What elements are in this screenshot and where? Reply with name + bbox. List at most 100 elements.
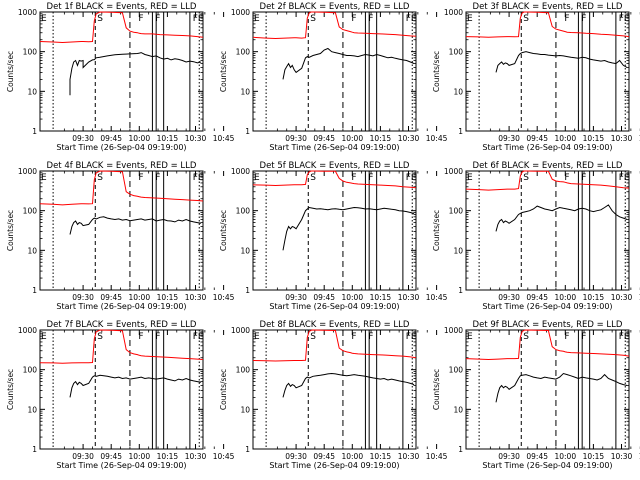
x-axis-label: Start Time (26-Sep-04 09:19:00): [56, 461, 186, 470]
event-marker-label: S: [97, 332, 103, 342]
event-marker-label: F: [581, 14, 586, 24]
chart-title: Det 8f BLACK = Events, RED = LLD: [260, 320, 410, 330]
event-marker-label: E: [467, 173, 473, 183]
event-marker-label: E: [41, 332, 47, 342]
x-tick-label: 10:00: [128, 134, 150, 143]
x-tick-label: 09:45: [526, 134, 548, 143]
y-tick-label: 1000: [231, 167, 250, 176]
y-axis-label: Counts/sec: [219, 369, 228, 410]
y-tick-label: 100: [236, 48, 251, 57]
events-series-line: [495, 372, 628, 403]
y-tick-label: 1000: [18, 326, 37, 335]
event-marker-label: F: [581, 332, 586, 342]
x-tick-label: 10:15: [370, 134, 392, 143]
event-marker-label: F: [351, 14, 356, 24]
lld-series-line: [465, 11, 630, 38]
events-series-line: [282, 206, 415, 251]
event-marker-label: E: [254, 173, 260, 183]
events-series-line: [282, 372, 415, 398]
x-tick-label: 10:15: [370, 293, 392, 302]
x-tick-label: 09:45: [526, 293, 548, 302]
y-tick-label: 1: [458, 445, 463, 454]
lld-series-line: [465, 170, 630, 191]
x-tick-label: 10:00: [554, 134, 576, 143]
x-axis-label: Start Time (26-Sep-04 09:19:00): [269, 143, 399, 152]
chart-panel-9: Det 9f BLACK = Events, RED = LLD 1 10 100 10…: [432, 320, 640, 470]
event-marker-label: E: [41, 14, 47, 24]
chart-panel-1: Det 1f BLACK = Events, RED = LLD 1 10 100 10…: [6, 2, 235, 152]
y-tick-label: 100: [449, 48, 464, 57]
event-marker-label: F: [155, 332, 160, 342]
x-tick-label: 10:45: [639, 452, 640, 461]
y-tick-label: 1000: [231, 8, 250, 17]
y-tick-label: 10: [240, 87, 250, 96]
x-tick-label: 10:30: [398, 134, 420, 143]
chart-panel-7: Det 7f BLACK = Events, RED = LLD 1 10 100 10…: [6, 320, 235, 470]
event-marker-label: F: [138, 332, 143, 342]
x-tick-label: 10:15: [157, 452, 179, 461]
x-tick-label: 10:30: [398, 452, 420, 461]
x-tick-label: 10:45: [639, 134, 640, 143]
y-tick-label: 1000: [444, 326, 463, 335]
event-marker-label: S: [310, 173, 316, 183]
chart-title: Det 7f BLACK = Events, RED = LLD: [47, 320, 197, 330]
x-tick-label: 09:45: [526, 452, 548, 461]
event-marker-label: S: [310, 332, 316, 342]
y-tick-label: 100: [23, 207, 38, 216]
y-tick-label: 1: [245, 286, 250, 295]
event-marker-label: S: [310, 14, 316, 24]
x-tick-label: 10:15: [370, 452, 392, 461]
x-tick-label: 09:30: [498, 134, 520, 143]
x-tick-label: 10:30: [611, 134, 633, 143]
plot-frame: [252, 170, 417, 291]
x-tick-label: 09:45: [313, 134, 335, 143]
y-tick-label: 100: [449, 366, 464, 375]
x-tick-label: 09:30: [72, 452, 94, 461]
chart-title: Det 5f BLACK = Events, RED = LLD: [260, 161, 410, 171]
x-tick-label: 09:30: [72, 134, 94, 143]
event-marker-label: FE: [619, 332, 630, 342]
x-tick-label: 10:00: [341, 134, 363, 143]
y-axis-label: Counts/sec: [219, 51, 228, 92]
y-tick-label: 1000: [444, 167, 463, 176]
events-series-line: [495, 51, 628, 73]
chart-title: Det 3f BLACK = Events, RED = LLD: [473, 2, 623, 12]
x-tick-label: 09:45: [100, 134, 122, 143]
chart-panel-4: Det 4f BLACK = Events, RED = LLD 1 10 100 10…: [6, 161, 235, 311]
event-marker-label: F: [138, 173, 143, 183]
lld-series-line: [252, 170, 417, 189]
y-tick-label: 1: [458, 286, 463, 295]
plot-frame: [39, 329, 204, 450]
x-axis-label: Start Time (26-Sep-04 09:19:00): [56, 302, 186, 311]
x-tick-label: 09:30: [498, 293, 520, 302]
x-axis-label: Start Time (26-Sep-04 09:19:00): [269, 461, 399, 470]
event-marker-label: F: [351, 173, 356, 183]
y-axis-label: Counts/sec: [432, 210, 441, 251]
x-axis-label: Start Time (26-Sep-04 09:19:00): [269, 302, 399, 311]
y-tick-label: 10: [27, 405, 37, 414]
event-marker-label: S: [523, 332, 529, 342]
x-tick-label: 09:30: [498, 452, 520, 461]
x-tick-label: 10:15: [157, 293, 179, 302]
event-marker-label: F: [155, 14, 160, 24]
chart-title: Det 1f BLACK = Events, RED = LLD: [47, 2, 197, 12]
x-tick-label: 10:00: [341, 293, 363, 302]
chart-panel-5: Det 5f BLACK = Events, RED = LLD 1 10 100 10…: [219, 161, 448, 311]
x-tick-label: 09:45: [313, 293, 335, 302]
x-tick-label: 10:30: [611, 452, 633, 461]
plot-frame: [39, 11, 204, 132]
lld-series-line: [252, 329, 417, 362]
y-tick-label: 10: [453, 246, 463, 255]
y-tick-label: 1000: [444, 8, 463, 17]
event-marker-label: S: [97, 14, 103, 24]
event-marker-label: FE: [406, 332, 417, 342]
x-tick-label: 10:30: [398, 293, 420, 302]
lld-series-line: [39, 11, 204, 44]
x-tick-label: 09:45: [100, 293, 122, 302]
plot-frame: [465, 170, 630, 291]
plot-frame: [252, 11, 417, 132]
x-tick-label: 10:00: [128, 452, 150, 461]
x-tick-label: 10:45: [213, 134, 235, 143]
x-tick-label: 10:45: [213, 293, 235, 302]
